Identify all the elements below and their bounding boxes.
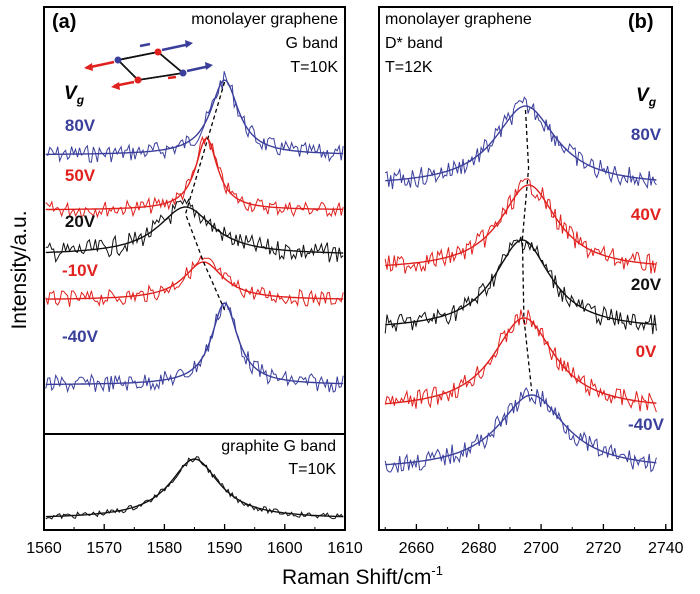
spectrum-noisy-2-3 [384, 309, 657, 413]
peak-trace-2 [521, 109, 533, 392]
panel-b-frame [378, 6, 673, 531]
x-tick-label-1-1560: 1560 [26, 540, 62, 557]
spectrum-fit-2-2 [385, 239, 657, 326]
panel-a-title-1: monolayer graphene [191, 11, 338, 28]
peak-trace-0 [184, 81, 226, 311]
panel-b-vg-label: Vg [636, 85, 657, 109]
x-tick-label-1-1580: 1580 [147, 540, 183, 557]
spectrum-fit-2-4 [385, 394, 657, 466]
series-label-2-0: 80V [631, 125, 662, 144]
spectrum-noisy-1-0 [45, 456, 344, 520]
spectrum-noisy-2-0 [384, 96, 657, 190]
series-label-2-1: 40V [631, 205, 662, 224]
x-tick-label-1-1590: 1590 [207, 540, 243, 557]
series-label-0-0: 80V [65, 116, 96, 135]
panel-a-title-3: T=10K [290, 59, 338, 76]
x-axis-label: Raman Shift/cm-1 [282, 563, 443, 589]
panel-b-title-1: monolayer graphene [385, 11, 532, 28]
panel-a-vg-label: Vg [64, 83, 85, 107]
y-axis-label: Intensity/a.u. [8, 210, 31, 329]
spectrum-fit-0-3 [45, 261, 344, 300]
spectrum-fit-0-1 [45, 137, 344, 211]
spectrum-fit-2-1 [385, 184, 657, 267]
x-tick-label-1-1570: 1570 [86, 540, 122, 557]
panel-a-label: (a) [52, 11, 76, 33]
panel-a-title-2: G band [286, 35, 338, 52]
x-tick-label-2-2700: 2700 [523, 540, 559, 557]
spectrum-fit-1-0 [45, 458, 344, 518]
spectrum-noisy-0-0 [45, 71, 344, 163]
spectrum-noisy-0-4 [45, 300, 344, 394]
panel-b-title-3: T=12K [385, 59, 433, 76]
series-label-2-4: -40V [628, 415, 665, 434]
series-label-0-3: -10V [62, 261, 99, 280]
x-tick-label-2-2740: 2740 [648, 540, 684, 557]
x-tick-label-1-1610: 1610 [327, 540, 363, 557]
spectrum-noisy-2-4 [384, 386, 657, 473]
series-label-0-2: 20V [65, 212, 96, 231]
series-label-2-2: 20V [631, 275, 662, 294]
panel-b-title-2: D* band [385, 35, 443, 52]
spectrum-fit-2-0 [385, 105, 657, 182]
spectrum-fit-0-2 [45, 206, 344, 254]
spectrum-fit-0-4 [45, 302, 344, 386]
series-label-0-4: -40V [62, 327, 99, 346]
x-tick-label-1-1600: 1600 [267, 540, 303, 557]
series-label-0-1: 50V [65, 166, 96, 185]
x-tick-label-2-2720: 2720 [586, 540, 622, 557]
spectrum-fit-2-3 [385, 317, 657, 405]
series-label-2-3: 0V [636, 342, 657, 361]
x-tick-label-2-2660: 2660 [399, 540, 435, 557]
x-tick-label-2-2680: 2680 [461, 540, 497, 557]
spectrum-noisy-0-2 [45, 198, 344, 264]
panel-b-label: (b) [628, 11, 654, 33]
graphite-title-2: T=10K [288, 461, 336, 478]
spectrum-fit-0-0 [45, 79, 344, 155]
plot-layer: 80V 50V 20V -10V -40V 1560 1570 1580 1590 1600 161… [26, 71, 684, 557]
spectrum-noisy-2-1 [384, 178, 657, 274]
lattice-schematic [84, 40, 213, 90]
graphite-title-1: graphite G band [221, 438, 336, 455]
